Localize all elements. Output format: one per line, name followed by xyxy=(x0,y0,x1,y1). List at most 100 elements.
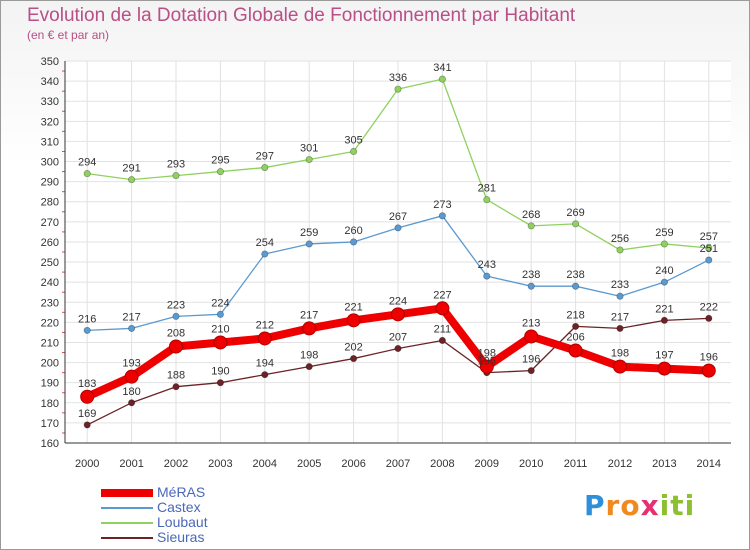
x-tick-label: 2012 xyxy=(608,458,632,470)
legend-label: Loubaut xyxy=(157,514,208,530)
legend-swatch xyxy=(101,522,153,524)
grid xyxy=(65,60,731,444)
data-label-m-ras: 213 xyxy=(522,317,540,329)
data-label-castex: 217 xyxy=(122,311,140,323)
data-label-loubaut: 259 xyxy=(655,227,673,239)
data-point-castex xyxy=(705,256,713,264)
data-label-m-ras: 206 xyxy=(566,332,584,344)
data-label-loubaut: 336 xyxy=(389,72,407,84)
logo-x: x xyxy=(640,489,660,522)
data-label-loubaut: 295 xyxy=(211,155,229,167)
x-tick-label: 2005 xyxy=(297,458,321,470)
data-point-m-ras xyxy=(257,331,272,346)
y-tick-label: 290 xyxy=(41,177,59,189)
data-point-loubaut xyxy=(216,168,224,176)
y-tick-label: 170 xyxy=(41,418,59,430)
data-point-castex xyxy=(172,312,180,320)
data-label-castex: 224 xyxy=(211,297,229,309)
chart-subtitle: (en € et par an) xyxy=(27,28,110,42)
data-point-m-ras xyxy=(124,369,139,384)
data-point-castex xyxy=(660,278,668,286)
data-point-m-ras xyxy=(568,343,583,358)
data-point-loubaut xyxy=(616,246,624,254)
data-label-castex: 223 xyxy=(167,299,185,311)
y-tick-label: 330 xyxy=(41,96,59,108)
data-point-sieuras xyxy=(394,344,402,353)
x-tick-label: 2003 xyxy=(208,458,232,470)
x-tick-label: 2011 xyxy=(564,458,588,470)
data-label-castex: 243 xyxy=(478,259,496,271)
data-label-loubaut: 256 xyxy=(611,233,629,245)
data-label-m-ras: 197 xyxy=(655,350,673,362)
data-labels: 294 291 293 295 297 301 305 336 341 281 268 269 256 2… xyxy=(78,62,718,420)
y-tick-label: 270 xyxy=(41,217,59,229)
y-tick-label: 190 xyxy=(41,378,59,390)
data-label-loubaut: 305 xyxy=(344,134,362,146)
data-label-sieuras: 222 xyxy=(700,301,718,313)
data-point-castex xyxy=(394,224,402,232)
y-tick-label: 260 xyxy=(41,237,59,249)
data-point-m-ras xyxy=(657,361,672,376)
legend-label: Castex xyxy=(157,499,201,515)
data-point-castex xyxy=(527,282,535,290)
data-point-sieuras xyxy=(616,324,624,332)
y-tick-label: 320 xyxy=(41,116,59,128)
data-label-sieuras: 190 xyxy=(211,366,229,378)
data-label-castex: 254 xyxy=(256,237,274,249)
y-tick-label: 230 xyxy=(41,297,59,309)
legend-swatch xyxy=(101,537,153,539)
y-tick-label: 300 xyxy=(41,157,59,169)
data-label-loubaut: 268 xyxy=(522,209,540,221)
data-point-loubaut xyxy=(172,172,180,180)
data-label-loubaut: 297 xyxy=(256,151,274,163)
y-tick-label: 210 xyxy=(41,337,59,349)
data-point-loubaut xyxy=(261,164,269,172)
data-label-sieuras: 221 xyxy=(655,303,673,315)
data-label-sieuras: 211 xyxy=(434,323,452,335)
data-point-sieuras xyxy=(305,363,313,371)
data-point-m-ras xyxy=(169,339,183,354)
axes: 160 170 180 190 200 210 220 230 240 250 260 270 280 2… xyxy=(41,56,731,470)
data-point-m-ras xyxy=(524,329,539,344)
data-point-castex xyxy=(305,240,313,248)
series-layer xyxy=(80,75,716,429)
data-label-sieuras: 180 xyxy=(122,386,140,398)
data-point-m-ras xyxy=(613,359,627,374)
data-label-sieuras: 194 xyxy=(256,358,274,370)
data-label-castex: 238 xyxy=(566,269,584,281)
x-tick-label: 2000 xyxy=(75,458,99,470)
data-label-m-ras: 198 xyxy=(611,348,629,360)
data-point-castex xyxy=(216,310,224,318)
y-tick-label: 220 xyxy=(41,317,59,329)
y-tick-label: 310 xyxy=(41,136,59,148)
data-point-castex xyxy=(483,272,491,280)
data-label-sieuras: 169 xyxy=(78,408,96,420)
data-point-sieuras xyxy=(83,421,91,429)
logo-ro: ro xyxy=(605,489,641,522)
legend-label: Sieuras xyxy=(157,529,205,545)
y-tick-label: 200 xyxy=(41,358,59,370)
data-label-loubaut: 301 xyxy=(300,143,318,155)
x-tick-label: 2007 xyxy=(386,458,410,470)
data-point-sieuras xyxy=(128,399,136,407)
data-point-loubaut xyxy=(394,85,402,93)
data-point-m-ras xyxy=(435,301,450,316)
legend-swatch xyxy=(101,489,153,497)
data-label-m-ras: 208 xyxy=(167,327,185,339)
data-label-castex: 267 xyxy=(389,211,407,223)
data-point-m-ras xyxy=(302,321,317,336)
data-label-sieuras: 188 xyxy=(167,370,185,382)
data-label-m-ras: 221 xyxy=(344,301,362,313)
y-tick-label: 350 xyxy=(41,56,59,68)
data-point-sieuras xyxy=(660,316,668,324)
legend-swatch xyxy=(101,507,153,509)
data-label-loubaut: 293 xyxy=(167,159,185,171)
data-point-m-ras xyxy=(346,313,361,328)
x-tick-label: 2010 xyxy=(519,458,543,470)
y-tick-label: 240 xyxy=(41,277,59,289)
data-label-m-ras: 198 xyxy=(478,348,496,360)
data-label-castex: 273 xyxy=(433,199,451,211)
data-point-sieuras xyxy=(438,336,446,345)
data-label-castex: 216 xyxy=(78,313,96,325)
